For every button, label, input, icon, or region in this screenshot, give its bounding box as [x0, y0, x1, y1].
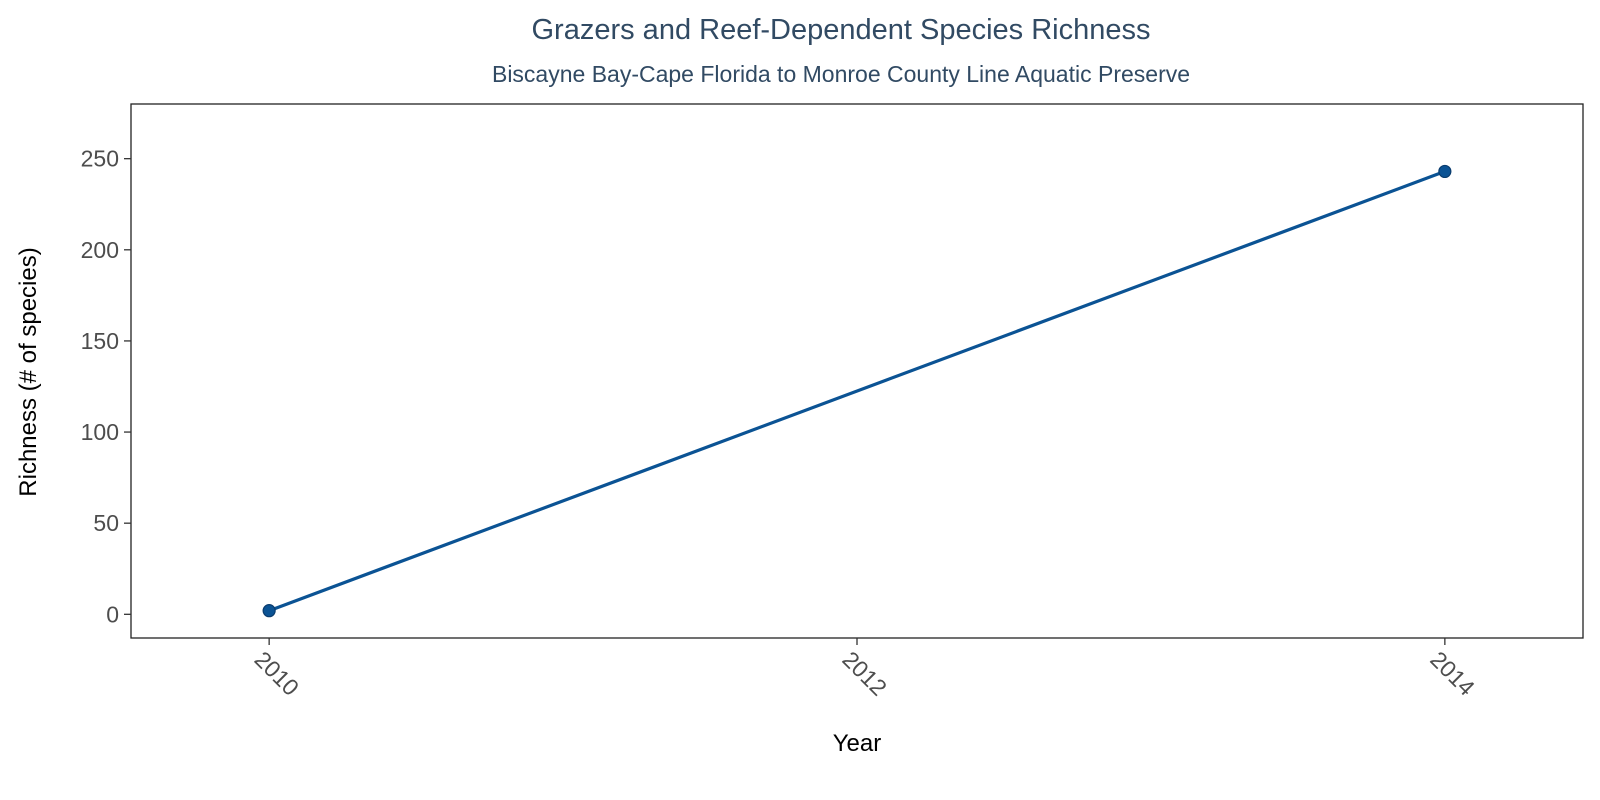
- y-tick-label: 100: [81, 419, 119, 445]
- y-tick-label: 150: [81, 328, 119, 354]
- x-tick-label: 2014: [1425, 646, 1480, 701]
- y-tick-label: 0: [106, 601, 119, 627]
- plot-panel: [130, 103, 1584, 639]
- data-point: [262, 604, 276, 618]
- y-tick-label: 200: [81, 237, 119, 263]
- x-tick-label: 2012: [837, 646, 892, 701]
- x-tick-label: 2010: [250, 646, 305, 701]
- y-axis-title: Richness (# of species): [15, 247, 42, 496]
- chart-subtitle: Biscayne Bay-Cape Florida to Monroe Coun…: [492, 61, 1190, 87]
- series-line: [267, 169, 1447, 613]
- y-tick-label: 250: [81, 146, 119, 172]
- chart-title: Grazers and Reef-Dependent Species Richn…: [532, 14, 1151, 46]
- x-axis: 2010 2012 2014: [250, 638, 1480, 701]
- data-point: [1438, 164, 1452, 179]
- y-axis: 0 50 100 150 200 250: [81, 146, 131, 627]
- y-tick-label: 50: [93, 510, 119, 536]
- x-axis-title: Year: [833, 730, 882, 757]
- series-layer: [262, 164, 1452, 618]
